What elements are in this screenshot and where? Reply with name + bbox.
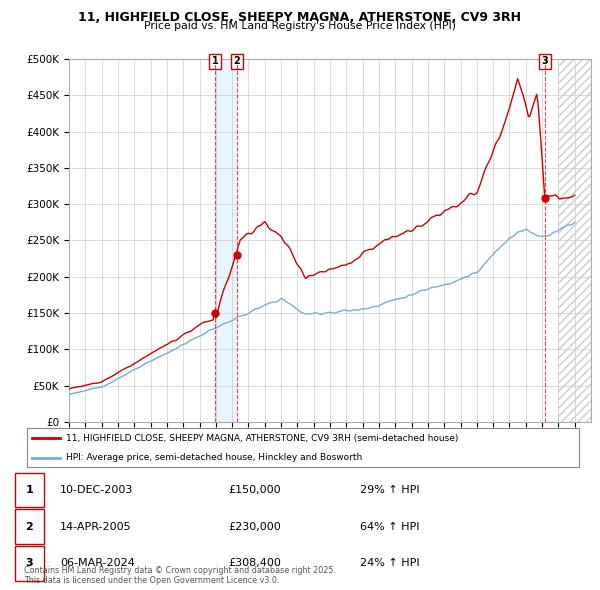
Text: 06-MAR-2024: 06-MAR-2024 xyxy=(60,558,135,568)
Text: 1: 1 xyxy=(26,485,33,495)
Text: 64% ↑ HPI: 64% ↑ HPI xyxy=(360,522,419,532)
Text: 10-DEC-2003: 10-DEC-2003 xyxy=(60,485,133,495)
Text: 3: 3 xyxy=(26,558,33,568)
Text: 2: 2 xyxy=(26,522,33,532)
Text: 11, HIGHFIELD CLOSE, SHEEPY MAGNA, ATHERSTONE, CV9 3RH (semi-detached house): 11, HIGHFIELD CLOSE, SHEEPY MAGNA, ATHER… xyxy=(66,434,458,442)
Text: 11, HIGHFIELD CLOSE, SHEEPY MAGNA, ATHERSTONE, CV9 3RH: 11, HIGHFIELD CLOSE, SHEEPY MAGNA, ATHER… xyxy=(79,11,521,24)
Text: Contains HM Land Registry data © Crown copyright and database right 2025.
This d: Contains HM Land Registry data © Crown c… xyxy=(24,566,336,585)
Text: £308,400: £308,400 xyxy=(228,558,281,568)
Text: Price paid vs. HM Land Registry's House Price Index (HPI): Price paid vs. HM Land Registry's House … xyxy=(144,21,456,31)
Text: 24% ↑ HPI: 24% ↑ HPI xyxy=(360,558,419,568)
Text: 2: 2 xyxy=(233,56,240,66)
Text: 14-APR-2005: 14-APR-2005 xyxy=(60,522,131,532)
FancyBboxPatch shape xyxy=(27,428,579,467)
FancyBboxPatch shape xyxy=(15,473,44,507)
Text: £230,000: £230,000 xyxy=(228,522,281,532)
Bar xyxy=(215,59,237,422)
Text: £150,000: £150,000 xyxy=(228,485,281,495)
Bar xyxy=(559,59,591,422)
Text: HPI: Average price, semi-detached house, Hinckley and Bosworth: HPI: Average price, semi-detached house,… xyxy=(66,453,362,462)
Text: 3: 3 xyxy=(541,56,548,66)
FancyBboxPatch shape xyxy=(15,546,44,581)
FancyBboxPatch shape xyxy=(15,509,44,544)
Text: 1: 1 xyxy=(211,56,218,66)
Text: 29% ↑ HPI: 29% ↑ HPI xyxy=(360,485,419,495)
